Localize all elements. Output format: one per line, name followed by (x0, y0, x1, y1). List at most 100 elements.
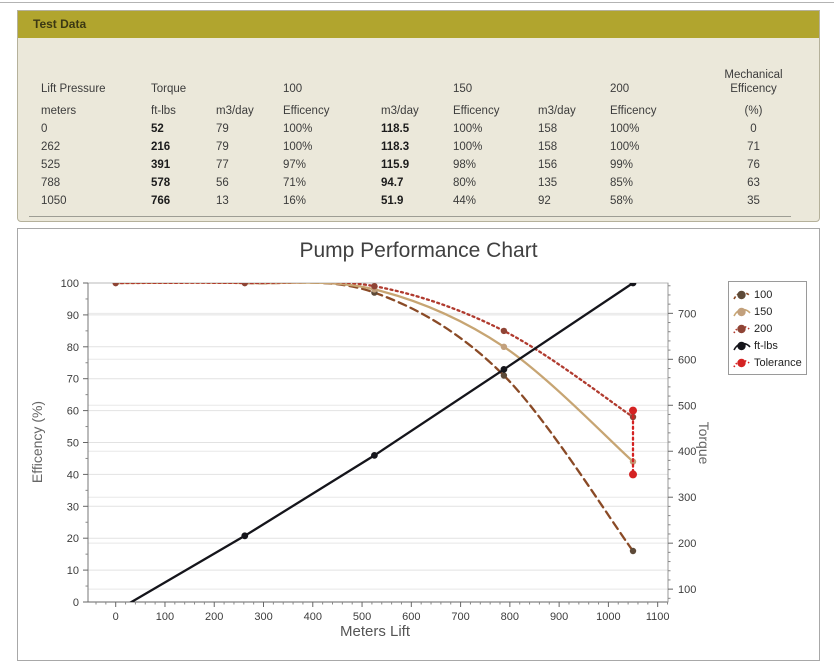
table-cell: Efficency (283, 105, 330, 117)
data-point-100 (500, 372, 508, 379)
tick-label: 0 (113, 611, 119, 623)
page-top-divider (0, 2, 834, 3)
table-cell: 391 (151, 159, 171, 171)
table-cell: 100% (283, 141, 313, 153)
table-cell: 63 (747, 177, 760, 189)
legend-item-100: 100 (733, 286, 803, 303)
tick-label: 600 (402, 611, 420, 623)
table-cell: 71 (747, 141, 760, 153)
table-cell: Mechanical Efficency (724, 69, 783, 95)
test-data-table: Lift Pressure Torque 100 150 200 Mechanical E… (18, 38, 819, 217)
data-point-ft-lbs (500, 366, 508, 373)
table-cell: 71% (283, 177, 307, 189)
table-cell: 0 (750, 123, 757, 135)
data-point-100 (629, 547, 637, 555)
tick-label: 400 (304, 611, 322, 623)
table-cell: 0 (41, 123, 48, 135)
data-point-ft-lbs (371, 452, 378, 459)
legend-label: 200 (754, 322, 773, 335)
legend-item-200: 200 (733, 320, 803, 337)
table-cell: 135 (538, 177, 558, 189)
tick-label: 10 (67, 565, 79, 577)
tick-label: 100 (156, 611, 174, 623)
table-cell: 13 (216, 195, 229, 207)
y-axis-label-left: Efficency (%) (29, 400, 45, 484)
table-cell: 97% (283, 159, 307, 171)
tick-label: 500 (353, 611, 371, 623)
table-cell: meters (41, 105, 77, 117)
table-cell: 115.9 (381, 159, 410, 171)
table-cell: 150 (453, 83, 473, 95)
chart-legend: 100 150 200 ft-lbs Tolerance (728, 281, 807, 375)
table-cell: 44% (453, 195, 477, 207)
table-cell: 156 (538, 159, 558, 171)
legend-marker-icon (733, 358, 751, 367)
tick-label: 1000 (596, 611, 620, 623)
table-cell: 52 (151, 123, 164, 135)
table-cell: 100% (610, 123, 640, 135)
data-point-200 (371, 283, 378, 290)
table-cell: Torque (151, 83, 187, 95)
table-cell: 79 (216, 123, 229, 135)
table-cell: 56 (216, 177, 229, 189)
legend-marker-icon (733, 307, 751, 316)
tick-label: 100 (678, 584, 696, 596)
tick-label: 0 (73, 597, 79, 609)
tick-label: 1100 (646, 611, 670, 623)
table-cell: 578 (151, 177, 171, 189)
series-line-200 (114, 283, 635, 419)
tick-label: 700 (678, 308, 696, 320)
table-cell: 100% (453, 141, 483, 153)
data-point-Tolerance (629, 470, 637, 479)
table-cell: 80% (453, 177, 477, 189)
table-cell: 200 (610, 83, 630, 95)
legend-marker-icon (733, 290, 751, 299)
table-cell: 788 (41, 177, 61, 189)
table-cell: 262 (41, 141, 61, 153)
legend-label: 150 (754, 305, 773, 318)
plot-area (112, 283, 637, 602)
table-cell: 100% (283, 123, 313, 135)
legend-marker-icon (733, 324, 751, 333)
x-axis-label: Meters Lift (339, 623, 411, 640)
tick-label: 500 (678, 400, 696, 412)
test-data-panel: Test Data Lift Pressure Torque 100 150 200 Me… (17, 10, 820, 222)
data-point-200 (112, 283, 119, 287)
series-line-100 (114, 283, 635, 553)
tick-label: 300 (254, 611, 272, 623)
table-cell: Efficency (610, 105, 657, 117)
tick-label: 700 (451, 611, 469, 623)
table-cell: m3/day (381, 105, 419, 117)
series-line-ft-lbs (129, 283, 634, 602)
tick-label: 200 (205, 611, 223, 623)
tick-label: 20 (67, 533, 79, 545)
tick-label: 70 (67, 374, 79, 386)
table-cell: 158 (538, 141, 558, 153)
table-cell: m3/day (538, 105, 576, 117)
table-cell: 94.7 (381, 177, 404, 189)
legend-marker-icon (733, 341, 751, 350)
legend-label: 100 (754, 288, 773, 301)
data-point-ft-lbs (629, 283, 637, 287)
table-cell: 216 (151, 141, 171, 153)
table-cell: ft-lbs (151, 105, 176, 117)
legend-item-Tolerance: Tolerance (733, 354, 803, 371)
table-cell: 77 (216, 159, 229, 171)
table-cell: 99% (610, 159, 634, 171)
table-cell: 58% (610, 195, 634, 207)
tick-label: 50 (67, 438, 79, 450)
table-cell: 100 (283, 83, 303, 95)
test-data-panel-header[interactable]: Test Data (18, 11, 819, 38)
legend-item-ft-lbs: ft-lbs (733, 337, 803, 354)
tick-label: 90 (67, 310, 79, 322)
table-cell: 98% (453, 159, 477, 171)
tick-label: 100 (61, 278, 79, 290)
data-point-200 (500, 327, 508, 335)
table-cell: 1050 (41, 195, 67, 207)
table-cell: 51.9 (381, 195, 404, 207)
tick-label: 900 (550, 611, 568, 623)
table-cell: 766 (151, 195, 171, 207)
table-cell: 525 (41, 159, 61, 171)
tick-label: 30 (67, 501, 79, 513)
tick-label: 800 (501, 611, 519, 623)
